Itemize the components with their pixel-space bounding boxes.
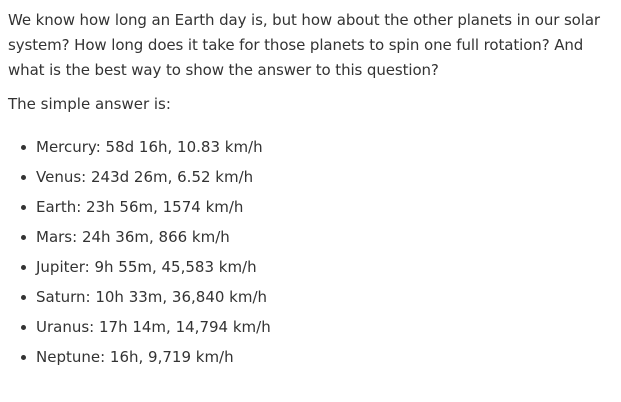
planet-text: Mercury: 58d 16h, 10.83 km/h: [36, 138, 263, 156]
intro-paragraph: We know how long an Earth day is, but ho…: [8, 11, 600, 79]
article-body: We know how long an Earth day is, but ho…: [8, 8, 608, 372]
answer-lead-text: The simple answer is:: [8, 95, 171, 113]
planet-list: Mercury: 58d 16h, 10.83 km/h Venus: 243d…: [8, 132, 608, 372]
planet-text: Neptune: 16h, 9,719 km/h: [36, 348, 234, 366]
list-item: Saturn: 10h 33m, 36,840 km/h: [8, 282, 608, 312]
bullet-icon: [21, 175, 26, 180]
planet-text: Mars: 24h 36m, 866 km/h: [36, 228, 230, 246]
planet-text: Venus: 243d 26m, 6.52 km/h: [36, 168, 254, 186]
bullet-icon: [21, 145, 26, 150]
list-item: Mercury: 58d 16h, 10.83 km/h: [8, 132, 608, 162]
list-item: Earth: 23h 56m, 1574 km/h: [8, 192, 608, 222]
list-item: Venus: 243d 26m, 6.52 km/h: [8, 162, 608, 192]
bullet-icon: [21, 325, 26, 330]
bullet-icon: [21, 295, 26, 300]
planet-text: Earth: 23h 56m, 1574 km/h: [36, 198, 244, 216]
planet-text: Uranus: 17h 14m, 14,794 km/h: [36, 318, 271, 336]
bullet-icon: [21, 235, 26, 240]
bullet-icon: [21, 355, 26, 360]
list-item: Neptune: 16h, 9,719 km/h: [8, 342, 608, 372]
list-item: Mars: 24h 36m, 866 km/h: [8, 222, 608, 252]
planet-text: Saturn: 10h 33m, 36,840 km/h: [36, 288, 268, 306]
list-item: Uranus: 17h 14m, 14,794 km/h: [8, 312, 608, 342]
list-item: Jupiter: 9h 55m, 45,583 km/h: [8, 252, 608, 282]
planet-text: Jupiter: 9h 55m, 45,583 km/h: [36, 258, 257, 276]
bullet-icon: [21, 265, 26, 270]
bullet-icon: [21, 205, 26, 210]
